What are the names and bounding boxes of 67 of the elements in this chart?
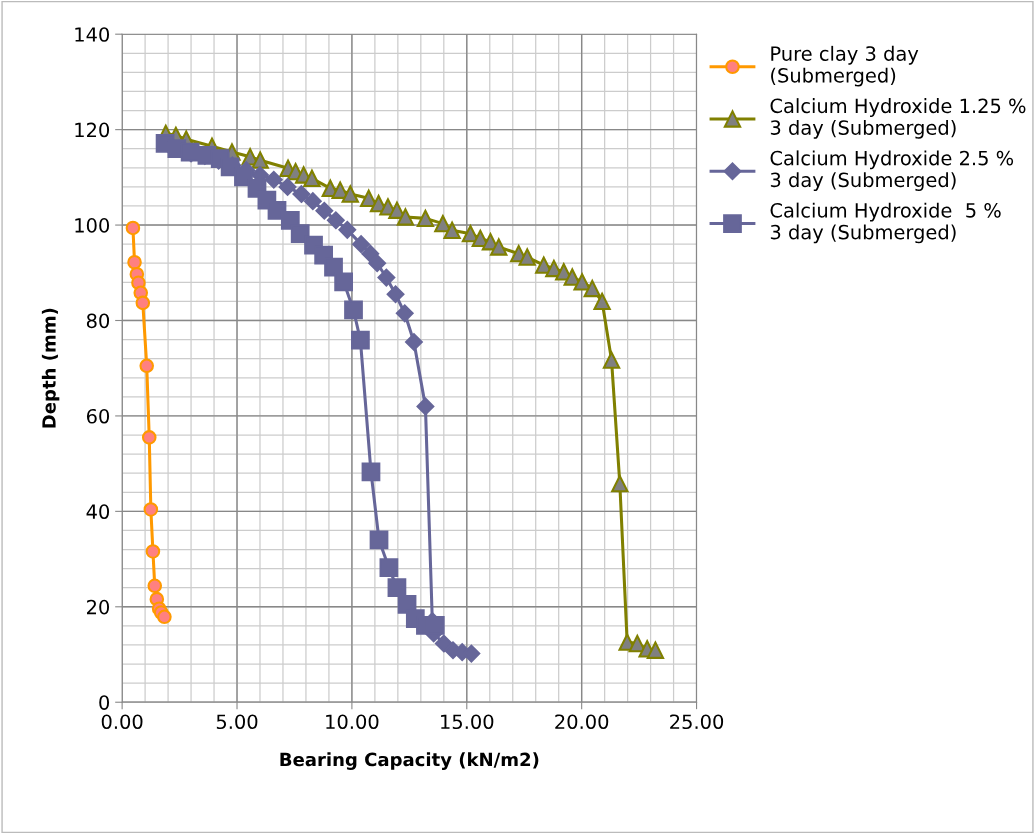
point xyxy=(628,634,646,653)
point xyxy=(344,300,363,320)
point xyxy=(369,530,389,550)
legend-label: Calcium Hydroxide 5 % 3 day (Submerged) xyxy=(770,202,1001,244)
point xyxy=(251,151,269,169)
x-axis-title: Bearing Capacity (kN/m2) xyxy=(280,752,539,770)
y-tick-label: 140 xyxy=(75,27,110,42)
point xyxy=(611,475,629,493)
point xyxy=(490,238,508,256)
legend-label: Pure clay 3 day (Submerged) xyxy=(771,45,919,87)
x-tick-label: 25.00 xyxy=(670,714,724,730)
y-tick-label: 80 xyxy=(86,313,110,329)
point xyxy=(147,578,163,594)
point xyxy=(573,273,591,291)
x-tick-label: 15.00 xyxy=(441,714,494,730)
legend-label: Calcium Hydroxide 1.25 % 3 day (Submerged) xyxy=(770,98,1026,139)
point xyxy=(361,462,381,482)
x-tick-label: 20.00 xyxy=(555,714,609,730)
point xyxy=(395,304,414,323)
point xyxy=(292,185,311,203)
point xyxy=(135,295,151,311)
point xyxy=(377,268,396,287)
x-tick-label: 10.00 xyxy=(326,714,379,730)
point xyxy=(416,209,435,228)
point xyxy=(334,272,353,292)
point xyxy=(157,609,172,625)
point xyxy=(593,292,611,311)
point xyxy=(141,430,157,445)
point xyxy=(368,254,387,273)
point xyxy=(646,641,665,659)
point xyxy=(405,333,423,351)
x-tick-label: 5.00 xyxy=(216,714,258,730)
point xyxy=(315,201,334,220)
point xyxy=(443,221,461,239)
y-tick-label: 60 xyxy=(86,408,110,424)
point xyxy=(338,220,357,239)
point xyxy=(139,358,155,374)
legend-label: Calcium Hydroxide 2.5 % 3 day (Submerged) xyxy=(770,150,1014,191)
y-tick-label: 120 xyxy=(75,122,110,138)
point xyxy=(303,192,322,211)
point xyxy=(583,279,601,298)
y-tick-label: 40 xyxy=(86,504,110,520)
point xyxy=(379,558,399,578)
point xyxy=(326,211,345,230)
point xyxy=(361,244,380,263)
x-tick-label: 0.00 xyxy=(101,714,143,730)
point xyxy=(416,397,435,416)
point xyxy=(234,167,253,187)
point xyxy=(396,208,415,226)
point xyxy=(518,248,536,266)
point xyxy=(145,544,161,559)
point xyxy=(127,254,142,270)
point xyxy=(303,169,321,187)
point xyxy=(387,578,407,598)
y-tick-label: 100 xyxy=(75,218,110,233)
point xyxy=(143,502,159,517)
point xyxy=(352,235,370,254)
y-tick-label: 0 xyxy=(99,695,110,710)
point xyxy=(602,351,621,369)
point xyxy=(341,185,359,203)
point xyxy=(278,177,297,196)
point xyxy=(125,220,141,236)
point xyxy=(264,170,283,189)
point xyxy=(351,330,370,350)
y-tick-label: 20 xyxy=(87,599,110,615)
point xyxy=(386,285,405,304)
y-axis-title: Depth (mm) xyxy=(41,308,60,428)
